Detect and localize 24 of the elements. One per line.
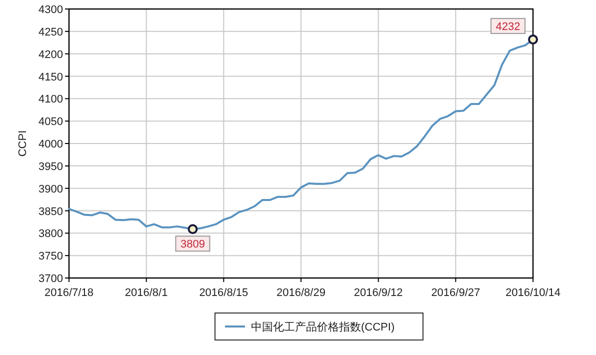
- y-tick-label: 3700: [38, 273, 63, 285]
- y-tick-label: 3800: [38, 228, 63, 240]
- x-tick-label: 2016/10/14: [505, 287, 561, 299]
- x-tick-label: 2016/8/29: [276, 287, 326, 299]
- data-label: 3809: [180, 238, 205, 251]
- y-tick-label: 3750: [38, 250, 63, 263]
- legend-label: 中国化工产品价格指数(CCPI): [251, 320, 395, 334]
- x-tick-label: 2016/8/15: [199, 287, 248, 299]
- data-label: 4232: [496, 20, 520, 33]
- x-tick-label: 2016/9/12: [354, 287, 403, 299]
- y-tick-label: 4100: [38, 94, 63, 106]
- y-tick-label: 4200: [38, 48, 63, 61]
- y-tick-label: 4000: [38, 138, 63, 150]
- y-tick-label: 4050: [38, 116, 63, 128]
- y-tick-label: 4300: [38, 4, 63, 16]
- y-tick-label: 3950: [38, 160, 63, 173]
- y-tick-label: 4150: [38, 71, 63, 84]
- y-axis-title: CCPI: [17, 130, 29, 157]
- x-tick-label: 2016/9/27: [431, 287, 480, 299]
- y-tick-label: 4250: [38, 26, 63, 38]
- y-tick-label: 3900: [38, 183, 63, 196]
- y-tick-label: 3850: [38, 206, 63, 218]
- x-tick-label: 2016/8/1: [124, 287, 168, 299]
- x-tick-label: 2016/7/18: [44, 287, 94, 299]
